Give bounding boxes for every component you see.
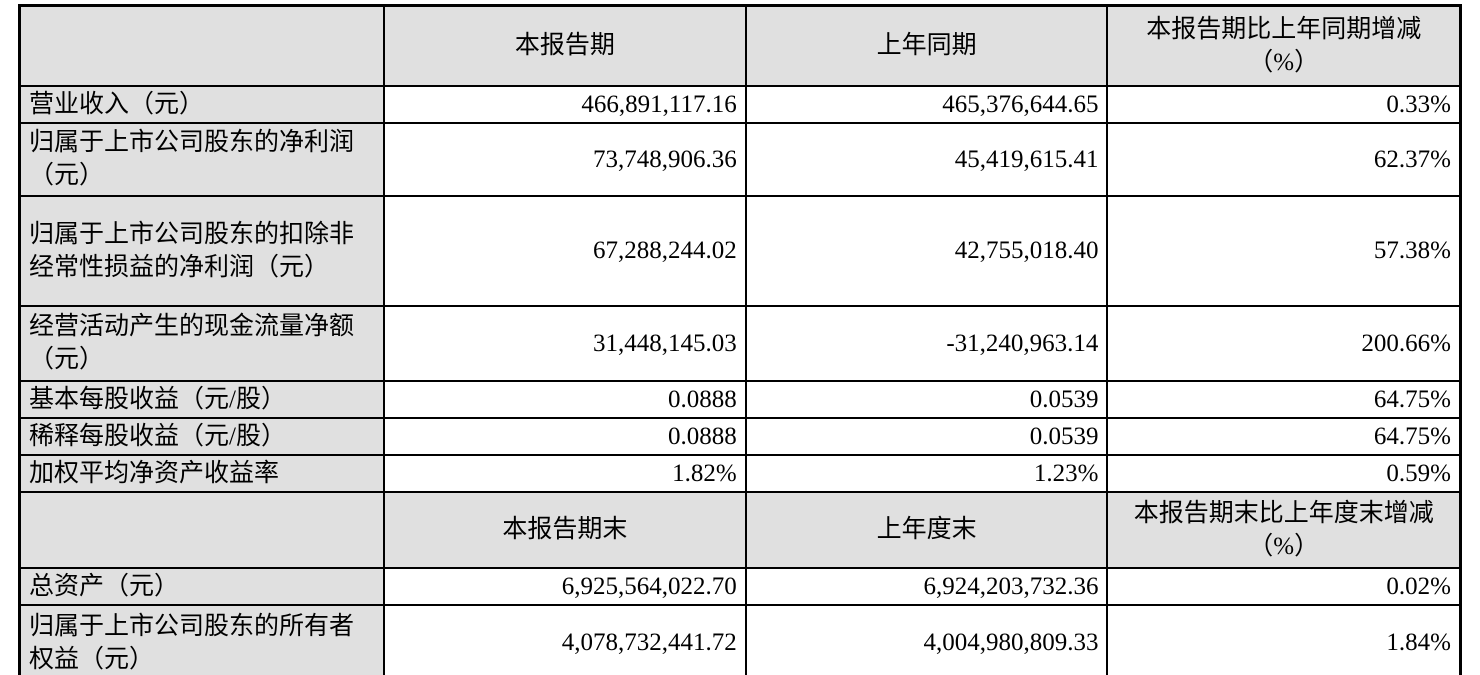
current-value: 4,078,732,441.72 — [383, 603, 747, 675]
row-label: 总资产（元） — [18, 566, 386, 606]
current-value: 0.0888 — [383, 379, 747, 419]
table-row-diluted-eps: 稀释每股收益（元/股） 0.0888 0.0539 64.75% — [18, 416, 1462, 456]
row-label: 归属于上市公司股东的所有者权益（元） — [18, 603, 386, 675]
row-label: 归属于上市公司股东的扣除非经常性损益的净利润（元） — [18, 194, 386, 307]
row-label: 营业收入（元） — [18, 84, 386, 124]
current-period-end-header: 本报告期末 — [383, 490, 747, 569]
current-value: 31,448,145.03 — [383, 304, 747, 382]
current-value: 67,288,244.02 — [383, 194, 747, 307]
prior-value: -31,240,963.14 — [744, 304, 1109, 382]
financial-summary-table: 本报告期 上年同期 本报告期比上年同期增减 （%） 营业收入（元） 466,89… — [18, 4, 1462, 675]
current-value: 466,891,117.16 — [383, 84, 747, 124]
change-value: 64.75% — [1106, 379, 1462, 419]
table-row-total-assets: 总资产（元） 6,925,564,022.70 6,924,203,732.36… — [18, 566, 1462, 606]
period-header-row: 本报告期 上年同期 本报告期比上年同期增减 （%） — [18, 4, 1462, 87]
table-row-net-profit-excl-nonrecurring: 归属于上市公司股东的扣除非经常性损益的净利润（元） 67,288,244.02 … — [18, 194, 1462, 307]
table-row-operating-cash-flow: 经营活动产生的现金流量净额（元） 31,448,145.03 -31,240,9… — [18, 304, 1462, 382]
current-period-header: 本报告期 — [383, 4, 747, 87]
table-row-weighted-avg-roe: 加权平均净资产收益率 1.82% 1.23% 0.59% — [18, 453, 1462, 493]
change-value: 200.66% — [1106, 304, 1462, 382]
prior-value: 465,376,644.65 — [744, 84, 1109, 124]
prior-period-header: 上年同期 — [744, 4, 1109, 87]
change-header: 本报告期比上年同期增减 （%） — [1106, 4, 1462, 87]
row-label: 归属于上市公司股东的净利润（元） — [18, 121, 386, 197]
change-header-line1: 本报告期末比上年度末增减 — [1133, 499, 1434, 527]
change-header: 本报告期末比上年度末增减 （%） — [1106, 490, 1462, 569]
prior-value: 0.0539 — [744, 379, 1109, 419]
prior-value: 42,755,018.40 — [744, 194, 1109, 307]
table-row-shareholders-equity: 归属于上市公司股东的所有者权益（元） 4,078,732,441.72 4,00… — [18, 603, 1462, 675]
change-header-line1: 本报告期比上年同期增减 — [1146, 15, 1422, 43]
row-label: 加权平均净资产收益率 — [18, 453, 386, 493]
current-value: 1.82% — [383, 453, 747, 493]
row-label: 稀释每股收益（元/股） — [18, 416, 386, 456]
table-row-net-profit: 归属于上市公司股东的净利润（元） 73,748,906.36 45,419,61… — [18, 121, 1462, 197]
change-value: 1.84% — [1106, 603, 1462, 675]
corner-cell — [18, 4, 386, 87]
current-value: 0.0888 — [383, 416, 747, 456]
table-row-basic-eps: 基本每股收益（元/股） 0.0888 0.0539 64.75% — [18, 379, 1462, 419]
current-value: 73,748,906.36 — [383, 121, 747, 197]
row-label: 基本每股收益（元/股） — [18, 379, 386, 419]
change-header-line2: （%） — [1248, 48, 1320, 76]
table-row-revenue: 营业收入（元） 466,891,117.16 465,376,644.65 0.… — [18, 84, 1462, 124]
row-label: 经营活动产生的现金流量净额（元） — [18, 304, 386, 382]
change-value: 0.59% — [1106, 453, 1462, 493]
prior-value: 0.0539 — [744, 416, 1109, 456]
prior-value: 4,004,980,809.33 — [744, 603, 1109, 675]
prior-value: 1.23% — [744, 453, 1109, 493]
change-value: 57.38% — [1106, 194, 1462, 307]
change-value: 62.37% — [1106, 121, 1462, 197]
prior-year-end-header: 上年度末 — [744, 490, 1109, 569]
change-value: 0.02% — [1106, 566, 1462, 606]
period-end-header-row: 本报告期末 上年度末 本报告期末比上年度末增减 （%） — [18, 490, 1462, 569]
change-header-line2: （%） — [1248, 532, 1320, 560]
corner-cell — [18, 490, 386, 569]
current-value: 6,925,564,022.70 — [383, 566, 747, 606]
prior-value: 6,924,203,732.36 — [744, 566, 1109, 606]
prior-value: 45,419,615.41 — [744, 121, 1109, 197]
change-value: 64.75% — [1106, 416, 1462, 456]
change-value: 0.33% — [1106, 84, 1462, 124]
